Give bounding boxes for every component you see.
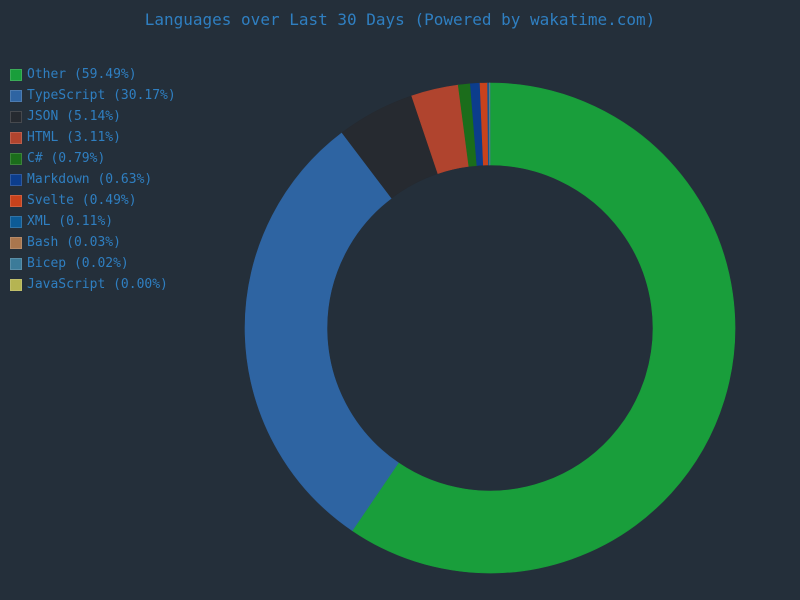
legend-swatch xyxy=(10,194,22,207)
legend-label: XML (0.11%) xyxy=(27,214,114,229)
legend-item-svelte[interactable]: Svelte (0.49%) xyxy=(10,190,176,211)
legend-item-bash[interactable]: Bash (0.03%) xyxy=(10,232,176,253)
legend-swatch xyxy=(10,236,22,249)
legend-item-json[interactable]: JSON (5.14%) xyxy=(10,106,176,127)
legend-label: JSON (5.14%) xyxy=(27,109,121,124)
legend-swatch xyxy=(10,278,22,291)
legend-swatch xyxy=(10,152,22,165)
legend-label: HTML (3.11%) xyxy=(27,130,121,145)
legend-label: JavaScript (0.00%) xyxy=(27,277,168,292)
legend-swatch xyxy=(10,89,22,102)
legend-item-csharp[interactable]: C# (0.79%) xyxy=(10,148,176,169)
legend-swatch xyxy=(10,257,22,270)
legend-label: TypeScript (30.17%) xyxy=(27,88,176,103)
legend-label: Svelte (0.49%) xyxy=(27,193,137,208)
legend-swatch xyxy=(10,131,22,144)
legend-item-javascript[interactable]: JavaScript (0.00%) xyxy=(10,274,176,295)
slice-typescript[interactable] xyxy=(244,132,399,532)
legend-label: Bicep (0.02%) xyxy=(27,256,129,271)
legend-item-markdown[interactable]: Markdown (0.63%) xyxy=(10,169,176,190)
legend-label: Other (59.49%) xyxy=(27,67,137,82)
legend-swatch xyxy=(10,110,22,123)
legend-item-html[interactable]: HTML (3.11%) xyxy=(10,127,176,148)
legend-label: Bash (0.03%) xyxy=(27,235,121,250)
legend-item-bicep[interactable]: Bicep (0.02%) xyxy=(10,253,176,274)
legend-item-other[interactable]: Other (59.49%) xyxy=(10,64,176,85)
legend-item-typescript[interactable]: TypeScript (30.17%) xyxy=(10,85,176,106)
legend-swatch xyxy=(10,173,22,186)
chart-title: Languages over Last 30 Days (Powered by … xyxy=(144,10,656,29)
legend-swatch xyxy=(10,215,22,228)
legend-label: Markdown (0.63%) xyxy=(27,172,153,187)
chart-legend: Other (59.49%) TypeScript (30.17%) JSON … xyxy=(10,64,176,295)
legend-label: C# (0.79%) xyxy=(27,151,106,166)
legend-swatch xyxy=(10,68,22,81)
slice-other[interactable] xyxy=(351,82,736,574)
legend-item-xml[interactable]: XML (0.11%) xyxy=(10,211,176,232)
